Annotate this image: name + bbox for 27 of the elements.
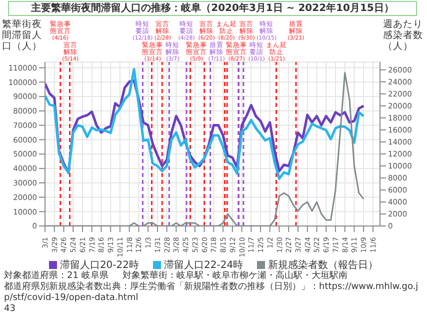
ref-line-label: 緊急事態宣言(5/9) xyxy=(185,41,208,62)
text: 43 xyxy=(4,304,16,315)
ref-line-label: 時短解除(3/7) xyxy=(166,41,180,62)
ref-line-label: 時短解除(10/15) xyxy=(256,20,277,42)
ref-line-label: 措置解除(7/11) xyxy=(208,41,225,62)
y2-axis-title: 週あたり感染者数（人） xyxy=(383,19,424,52)
legend-label: 滞留人口20-22時 xyxy=(60,258,139,271)
ref-line-label: 宣言解除(2/28) xyxy=(154,20,172,42)
text: 都道府県別新規感染者数出典：厚生労働省「新規陽性者数の推移（日別）」：https://www.mhlw.go.jp/stf/covid-19/open-data.html xyxy=(4,282,420,304)
ref-line-label: 緊急事態宣言(4/16) xyxy=(48,20,71,42)
ref-line-label: 宣言解除(9/30) xyxy=(238,20,255,42)
legend-label: 滞留人口22-24時 xyxy=(164,258,244,271)
legend-label: 新規感染者数（報告日） xyxy=(268,258,378,271)
ref-line-label: 宣言解除(6/20) xyxy=(198,20,215,42)
ref-line-label: 宣言解除(5/14) xyxy=(62,41,79,62)
ref-line-label: まん延防止(8/20) xyxy=(216,20,238,42)
ref-line-label: まん延防止(1/21) xyxy=(266,41,288,62)
y-axis-title: 繁華街夜間滞留人口（人） xyxy=(2,19,43,52)
ref-line-label: 緊急事態宣言(1/14) xyxy=(141,41,164,62)
ref-line-label: 時短要請(4/28) xyxy=(178,20,195,42)
chart-title: 主要繁華街夜間滞留人口の推移：岐阜（2020年3月1日 ~ 2022年10月15日） xyxy=(8,1,417,16)
ref-line-label: 時短要請(12/18) xyxy=(132,20,153,42)
ref-line-label: 時短要請(10/1) xyxy=(248,41,265,62)
text: 対象繁華街：岐阜駅・岐阜市柳ケ瀬・高山駅・大垣駅南 xyxy=(122,271,348,282)
text: 対象都道府県：21 岐阜県 xyxy=(4,271,108,282)
ref-line-label: 措置解除(3/21) xyxy=(288,20,304,42)
ref-line-label: 緊急事態宣言(8/27) xyxy=(225,41,248,62)
